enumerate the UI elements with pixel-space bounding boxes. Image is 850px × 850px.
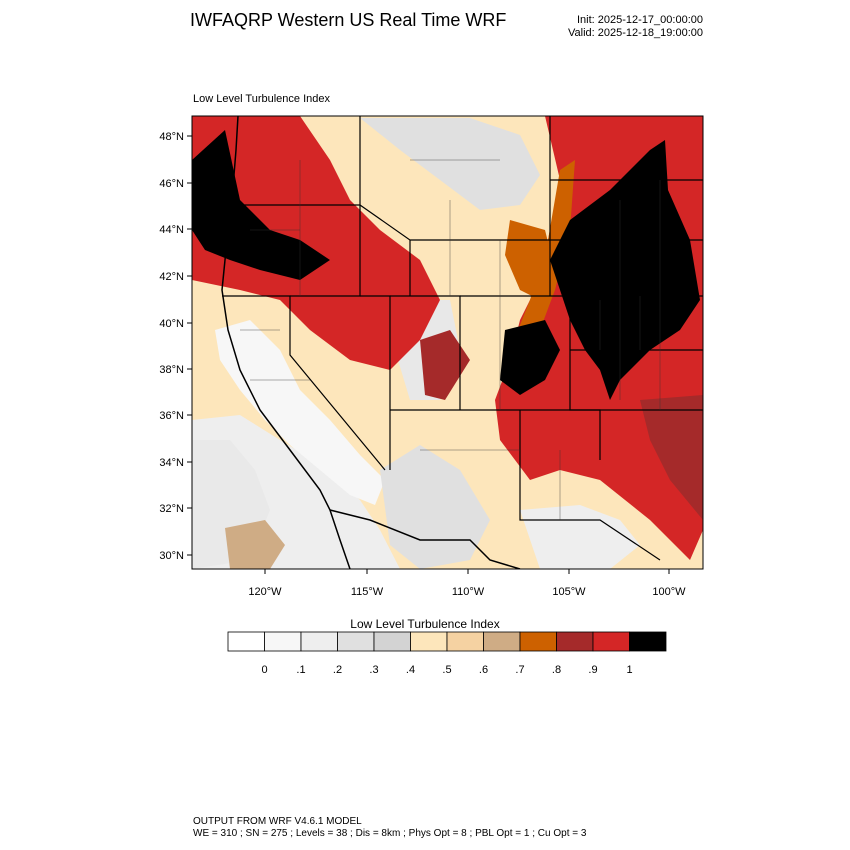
colorbar-swatch [556,631,594,652]
colorbar-label: 0 [261,664,267,676]
colorbar-swatch [446,631,484,652]
footer-model-line: OUTPUT FROM WRF V4.6.1 MODEL [193,816,362,827]
colorbar-label: .5 [442,664,451,676]
lat-labels: 30°N 32°N 34°N 36°N 38°N 40°N 42°N 44°N … [159,131,184,562]
lon-label: 100°W [652,586,686,598]
valid-time: Valid: 2025-12-18_19:00:00 [568,27,703,39]
field-region-darkred-se [640,395,703,520]
colorbar-swatch [373,631,411,652]
lat-label: 46°N [159,178,184,190]
colorbar-label: .7 [515,664,524,676]
border-co-ks [460,295,601,460]
lon-labels: 120°W 115°W 110°W 105°W 100°W [248,586,686,598]
colorbar [227,631,667,652]
lat-label: 48°N [159,131,184,143]
lon-label: 115°W [351,586,384,598]
field-region-black-plains [550,140,700,400]
colorbar-label: .9 [588,664,597,676]
colorbar-labels: 0 .1 .2 .3 .4 .5 .6 .7 .8 .9 1 [261,664,632,676]
colorbar-swatch [592,631,630,652]
field-region-brown-co [420,330,470,400]
colorbar-label: .8 [552,664,561,676]
colorbar-swatch [264,631,302,652]
lon-axis [264,569,670,574]
init-time: Init: 2025-12-17_00:00:00 [577,14,703,26]
turbulence-field [192,116,703,569]
colorbar-swatch [519,631,557,652]
colorbar-label: .6 [479,664,488,676]
field-region-red-northwest [192,116,440,370]
field-region-light-mt [360,118,540,210]
colorbar-label: .3 [369,664,378,676]
field-region-tan-baja [225,520,285,569]
lat-label: 36°N [159,410,184,422]
lat-label: 30°N [159,550,184,562]
lat-label: 34°N [159,457,184,469]
colorbar-swatch [483,631,521,652]
lat-label: 32°N [159,503,184,515]
lat-label: 40°N [159,318,184,330]
colorbar-swatch [227,631,265,652]
main-title: IWFAQRP Western US Real Time WRF [190,10,507,30]
border-mexico [329,509,521,569]
colorbar-title: Low Level Turbulence Index [350,617,500,631]
lon-label: 110°W [452,586,485,598]
lon-label: 120°W [248,586,282,598]
colorbar-label: 1 [626,664,632,676]
map-frame [191,115,704,570]
field-region-light-az [380,445,490,569]
colorbar-swatch [629,631,667,652]
border-ca-nv [222,295,386,471]
lat-label: 44°N [159,224,184,236]
colorbar-swatch [410,631,448,652]
field-region-orange-plains-edge [510,160,575,360]
colorbar-swatch [337,631,375,652]
colorbar-label: .2 [333,664,342,676]
border-ne-ks-ok [570,295,703,411]
colorbar-swatch [300,631,338,652]
lat-label: 42°N [159,271,184,283]
border-dakotas [549,116,703,296]
lon-label: 105°W [552,586,586,598]
boundaries [221,116,703,569]
county-lines [240,159,661,520]
colorbar-label: .4 [406,664,415,676]
field-region-light-nm [520,505,640,569]
lat-label: 38°N [159,364,184,376]
panel-title: Low Level Turbulence Index [193,93,330,105]
footer-config-line: WE = 310 ; SN = 275 ; Levels = 38 ; Dis … [193,828,587,839]
field-region-light-ca [215,320,385,505]
border-mt-wy [359,204,550,296]
lat-axis [187,135,192,556]
field-region-black-plains-south [500,320,560,395]
colorbar-label: .1 [296,664,305,676]
